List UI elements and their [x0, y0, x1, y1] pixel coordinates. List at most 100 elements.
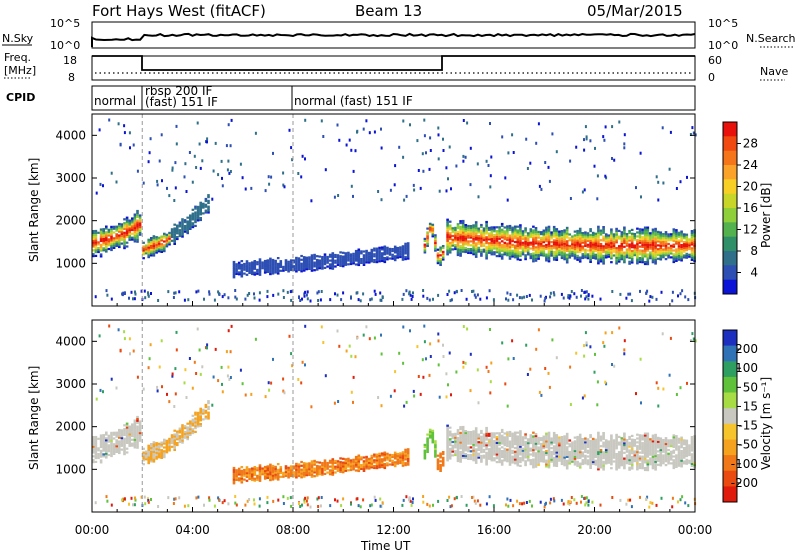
power-cell	[439, 261, 442, 265]
power-cell	[357, 262, 361, 265]
velocity-cell	[289, 474, 293, 478]
velocity-cell	[615, 468, 618, 471]
velocity-cell	[125, 430, 129, 433]
power-cell	[636, 260, 639, 263]
power-cell	[628, 229, 631, 233]
velocity-cell	[633, 458, 637, 461]
power-cell	[253, 263, 257, 267]
velocity-cell	[669, 450, 673, 453]
power-cell	[508, 248, 512, 251]
power-cell	[685, 239, 689, 242]
power-cell	[173, 227, 176, 230]
power-scatter-point	[570, 290, 573, 293]
power-cell	[675, 238, 678, 241]
power-cell	[552, 252, 556, 255]
power-cell	[326, 261, 329, 264]
velocity-cell	[594, 448, 598, 451]
power-cell	[690, 239, 694, 242]
velocity-cell	[576, 437, 579, 440]
velocity-cell	[446, 424, 449, 427]
power-cell	[547, 256, 551, 259]
power-cell	[386, 250, 389, 253]
velocity-cell	[94, 435, 98, 439]
power-scatter-point	[429, 136, 432, 140]
velocity-cell	[617, 458, 621, 461]
velocity-cell	[168, 443, 171, 446]
power-scatter-point	[253, 296, 256, 300]
power-cell	[112, 237, 116, 240]
velocity-cell	[461, 443, 465, 446]
power-cell	[310, 262, 314, 265]
velocity-cell	[431, 431, 435, 434]
velocity-cell	[498, 461, 501, 464]
power-cell	[388, 251, 392, 254]
velocity-cell	[125, 424, 129, 427]
velocity-cell	[625, 446, 629, 449]
power-cell	[662, 240, 665, 243]
velocity-cell	[250, 471, 254, 474]
velocity-cell	[313, 461, 316, 464]
power-cell	[571, 254, 574, 257]
power-cell	[328, 259, 332, 262]
velocity-cell	[521, 438, 525, 441]
power-cell	[591, 243, 595, 246]
power-scatter-point	[679, 292, 682, 296]
velocity-cell	[672, 455, 676, 458]
power-cell	[321, 267, 324, 270]
velocity-cell	[578, 441, 582, 444]
power-cell	[521, 241, 525, 244]
velocity-cell	[204, 411, 208, 414]
velocity-cell	[461, 456, 465, 459]
power-cell	[274, 261, 277, 264]
power-cell	[199, 205, 202, 208]
velocity-cell	[370, 454, 374, 457]
power-cell	[446, 234, 449, 237]
velocity-cell	[181, 435, 184, 438]
velocity-cell	[289, 471, 293, 474]
power-cell	[454, 244, 457, 247]
power-cell	[508, 242, 512, 245]
power-cell	[599, 258, 603, 261]
power-cell	[102, 243, 105, 246]
power-cell	[630, 232, 634, 235]
power-cell	[604, 244, 608, 247]
velocity-cell	[295, 468, 298, 471]
velocity-cell	[120, 431, 124, 434]
power-cell	[682, 250, 686, 253]
power-cell	[539, 238, 543, 241]
velocity-cell	[469, 434, 473, 437]
power-cell	[404, 256, 407, 259]
power-scatter-point	[310, 199, 313, 203]
power-cell	[532, 258, 535, 261]
velocity-cell	[539, 439, 543, 442]
velocity-cell	[204, 403, 208, 407]
velocity-cell	[207, 411, 210, 414]
power-scatter-point	[379, 291, 382, 295]
power-cell	[547, 231, 551, 234]
power-cell	[266, 270, 270, 273]
power-cell	[643, 249, 647, 252]
velocity-cell	[375, 465, 379, 468]
power-cell	[305, 260, 309, 263]
velocity-cell	[477, 454, 481, 457]
power-cell	[485, 224, 488, 227]
power-cell	[360, 252, 363, 255]
power-cell	[99, 238, 103, 241]
power-cell	[393, 259, 397, 262]
velocity-cell	[573, 436, 577, 439]
velocity-cell	[302, 473, 306, 476]
velocity-cell	[467, 450, 470, 453]
power-cell	[170, 235, 174, 239]
power-cell	[521, 234, 525, 237]
power-scatter-point	[623, 142, 626, 146]
velocity-cell	[142, 447, 145, 450]
power-cell	[467, 226, 470, 230]
power-cell	[552, 227, 556, 230]
power-cell	[651, 261, 655, 264]
velocity-cell	[563, 456, 566, 459]
power-cell	[133, 226, 137, 230]
velocity-cell	[459, 433, 462, 436]
power-cell	[628, 235, 631, 238]
power-scatter-point	[225, 144, 228, 148]
power-cell	[477, 237, 481, 240]
